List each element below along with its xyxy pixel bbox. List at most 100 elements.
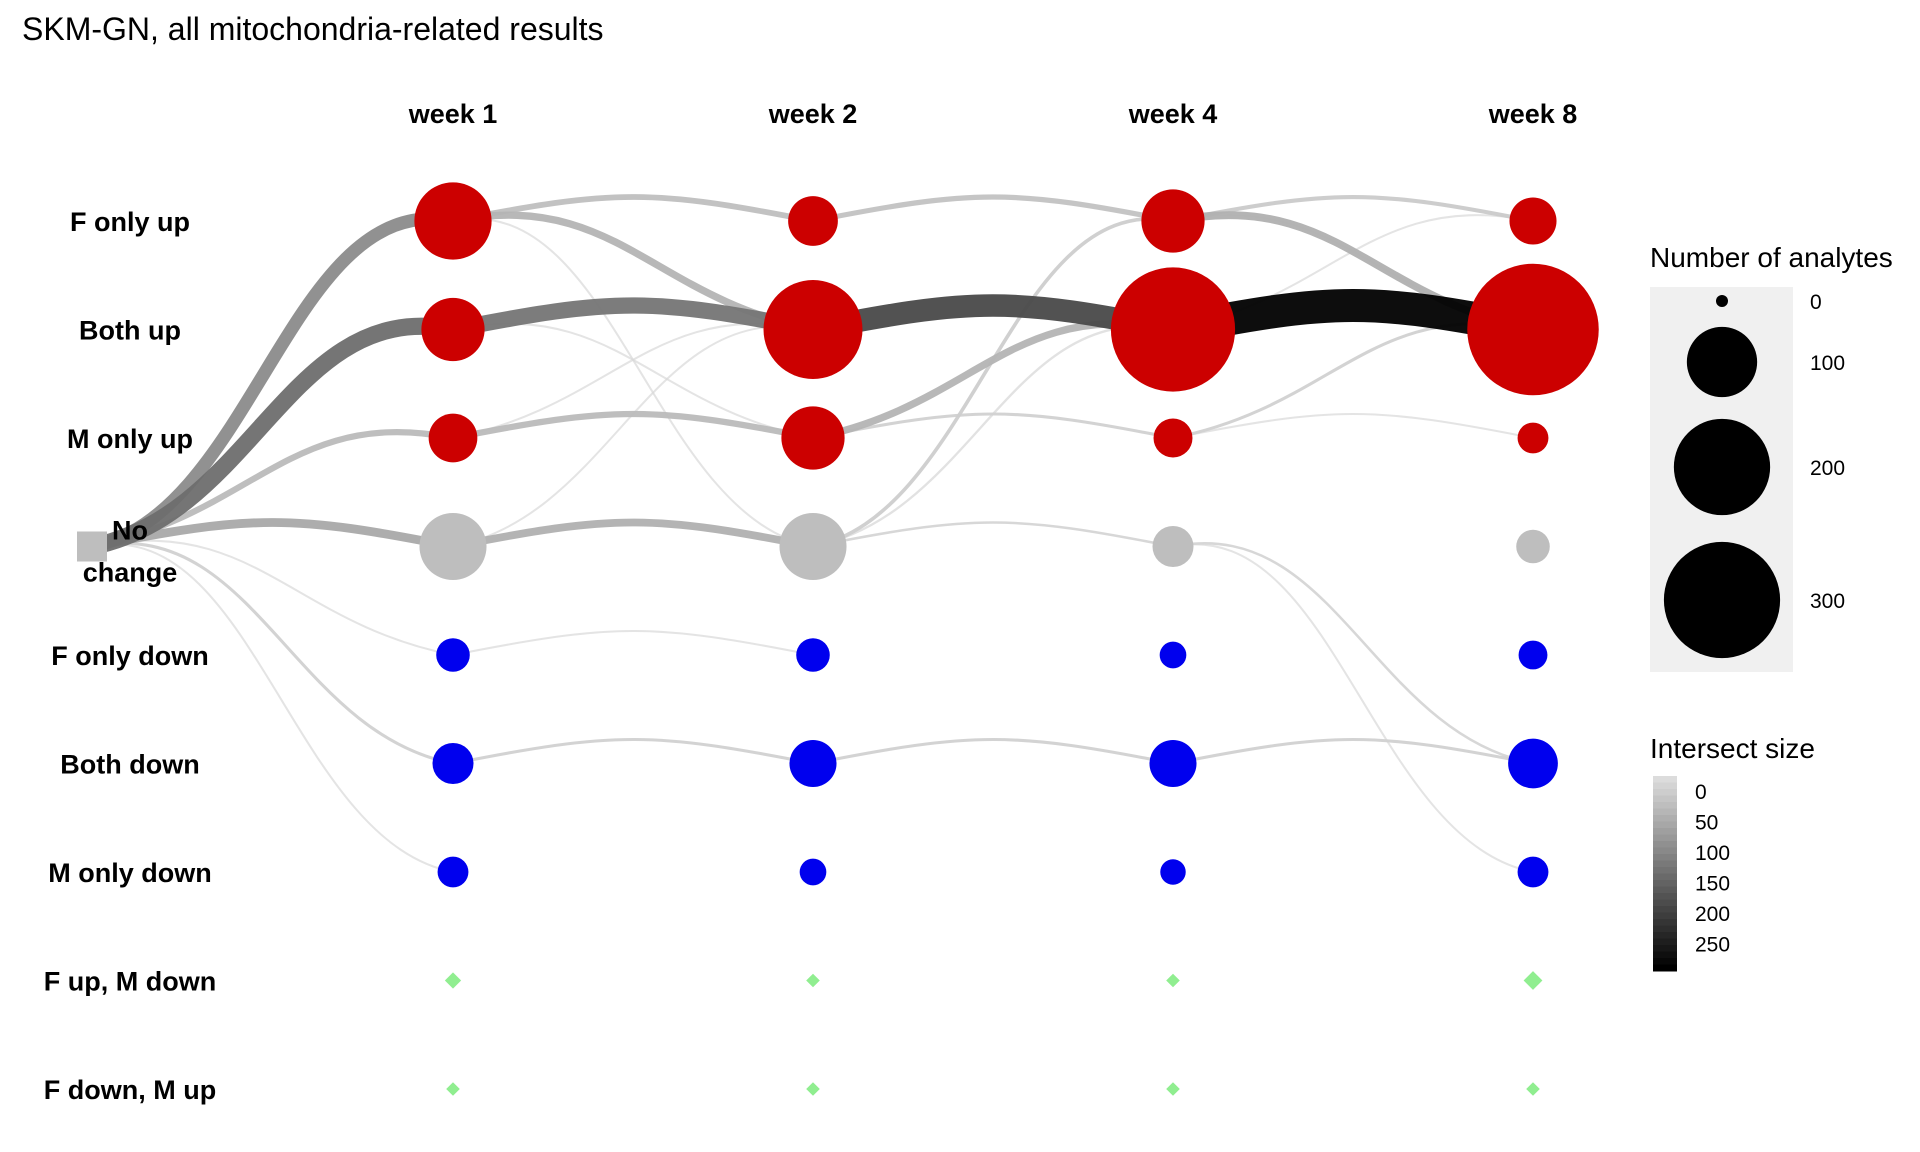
intersect-legend-segment-10: [1653, 841, 1677, 848]
node-c3-r8: [1526, 1082, 1540, 1096]
node-c2-r4: [1159, 641, 1187, 669]
chart-title: SKM-GN, all mitochondria-related results: [22, 11, 604, 47]
node-c1-r3: [779, 512, 847, 581]
node-c0-r5: [432, 743, 474, 784]
flow-1: [91, 543, 454, 873]
flow-12: [812, 521, 1174, 548]
flow-10: [1172, 543, 1534, 873]
flow-19: [1172, 737, 1534, 766]
node-c1-r4: [796, 638, 830, 672]
size-legend: Number of analytes 0 100 200 300: [1650, 242, 1893, 672]
flow-32: [451, 297, 815, 338]
node-c1-r1: [763, 280, 863, 379]
column-labels: week 1 week 2 week 4 week 8: [408, 99, 1578, 129]
node-c2-r6: [1160, 859, 1186, 885]
flow-16: [812, 412, 1174, 440]
node-c3-r7: [1523, 971, 1543, 990]
intersect-legend-segment-15: [1653, 873, 1677, 881]
node-c2-r1: [1110, 267, 1236, 392]
intersect-legend-label-5: 250: [1695, 934, 1730, 957]
node-c3-r2: [1517, 422, 1549, 454]
node-c0-r8: [446, 1082, 460, 1096]
flow-28: [452, 518, 814, 551]
node-c0-r3: [419, 512, 487, 581]
intersect-legend-segment-14: [1653, 867, 1677, 874]
intersect-legend-title: Intersect size: [1650, 733, 1815, 764]
intersect-legend-segment-3: [1653, 795, 1677, 803]
size-legend-label-0: 0: [1810, 291, 1822, 314]
intersect-legend-segment-11: [1653, 847, 1677, 855]
flow-9: [1172, 412, 1534, 439]
intersect-legend-segment-7: [1653, 821, 1677, 829]
size-legend-dot-3: [1663, 541, 1781, 659]
intersect-legend: Intersect size 0 50 100 150 200 250: [1650, 733, 1815, 972]
flow-25: [452, 410, 814, 442]
node-c2-r5: [1149, 739, 1197, 788]
flow-0: [91, 539, 454, 656]
row-labels: F only up Both up M only up No change F only …: [44, 207, 216, 1105]
intersect-legend-label-3: 150: [1695, 873, 1730, 896]
flow-4: [452, 322, 814, 439]
intersect-legend-segment-18: [1653, 893, 1677, 900]
intersect-legend-segment-2: [1653, 789, 1677, 796]
intersect-legend-segment-22: [1653, 919, 1677, 926]
node-c2-r7: [1166, 973, 1180, 988]
row-label-6: M only down: [48, 858, 211, 888]
size-legend-dot-1: [1686, 326, 1758, 398]
node-c1-r5: [789, 739, 837, 788]
row-label-3: No change: [83, 516, 178, 588]
flow-2: [452, 217, 814, 548]
node-c0-r0: [414, 182, 492, 260]
nodes-layer: [77, 182, 1599, 1096]
node-c0-r7: [444, 972, 462, 989]
flow-30: [91, 518, 454, 551]
node-c2-r0: [1141, 189, 1205, 253]
row-label-4: F only down: [51, 641, 208, 671]
flow-22: [812, 194, 1174, 224]
column-label-3: week 8: [1488, 99, 1578, 129]
intersect-legend-segment-12: [1653, 854, 1677, 861]
node-c1-r2: [781, 406, 845, 470]
row-label-7: F up, M down: [44, 967, 216, 997]
node-c3-r3: [1516, 529, 1550, 564]
intersect-legend-segment-1: [1653, 782, 1677, 790]
intersect-legend-segment-27: [1653, 951, 1677, 959]
node-c0-r4: [436, 638, 470, 672]
row-label-1: Both up: [79, 316, 181, 346]
size-legend-label-1: 100: [1810, 352, 1845, 375]
row-label-2: M only up: [67, 424, 193, 454]
flow-6: [452, 629, 814, 656]
flow-31: [90, 212, 455, 553]
intersect-legend-segment-4: [1653, 802, 1677, 809]
intersect-legend-segment-16: [1653, 880, 1677, 887]
node-c3-r4: [1518, 640, 1548, 670]
row-label-5: Both down: [60, 750, 199, 780]
column-label-1: week 2: [768, 99, 858, 129]
intersect-legend-segment-17: [1653, 886, 1677, 894]
intersect-legend-segment-23: [1653, 925, 1677, 933]
intersect-legend-label-2: 100: [1695, 842, 1730, 865]
intersect-legend-segment-8: [1653, 828, 1677, 835]
node-c1-r7: [806, 973, 820, 988]
flow-15: [452, 737, 814, 766]
flows-layer: [90, 194, 1537, 873]
size-legend-dot-2: [1673, 418, 1771, 516]
flow-17: [812, 737, 1174, 766]
node-c1-r8: [806, 1082, 820, 1096]
column-label-2: week 4: [1128, 99, 1218, 129]
size-legend-label-2: 200: [1810, 457, 1845, 480]
intersect-legend-segment-24: [1653, 932, 1677, 939]
intersect-legend-segment-13: [1653, 860, 1677, 868]
node-c2-r8: [1166, 1082, 1180, 1096]
intersect-legend-label-0: 0: [1695, 781, 1707, 804]
flow-21: [1172, 194, 1534, 224]
intersect-legend-segment-9: [1653, 834, 1677, 842]
intersect-legend-segment-20: [1653, 906, 1677, 913]
intersect-legend-label-4: 200: [1695, 903, 1730, 926]
intersect-legend-segment-21: [1653, 912, 1677, 920]
node-c0-r6: [437, 856, 469, 888]
size-legend-dot-0: [1716, 295, 1728, 307]
intersect-legend-segment-26: [1653, 945, 1677, 952]
node-c1-r6: [799, 858, 827, 886]
